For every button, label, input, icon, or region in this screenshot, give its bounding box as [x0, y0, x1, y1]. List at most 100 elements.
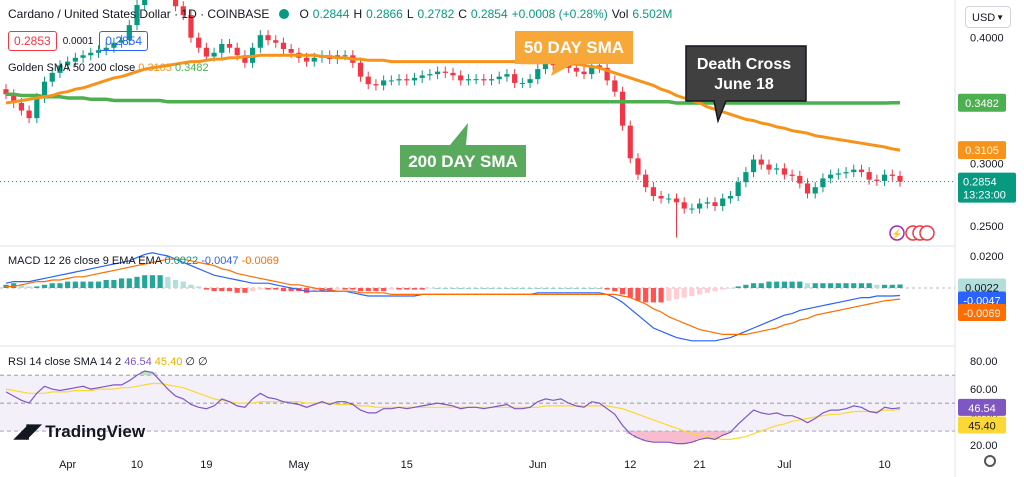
macd-histogram-bar[interactable]: [365, 288, 371, 292]
candle[interactable]: [512, 74, 518, 83]
candle[interactable]: [527, 79, 533, 83]
macd-histogram-bar[interactable]: [758, 283, 764, 288]
macd-histogram-bar[interactable]: [658, 288, 664, 303]
candle[interactable]: [234, 47, 240, 56]
macd-histogram-bar[interactable]: [627, 288, 633, 298]
candle[interactable]: [11, 94, 17, 104]
macd-histogram-bar[interactable]: [828, 283, 834, 288]
macd-histogram-bar[interactable]: [65, 281, 71, 288]
candle[interactable]: [542, 64, 549, 70]
gear-icon[interactable]: [984, 455, 996, 467]
candle[interactable]: [365, 76, 371, 85]
candle[interactable]: [465, 79, 472, 81]
macd-histogram-bar[interactable]: [381, 288, 387, 292]
macd-histogram-bar[interactable]: [681, 288, 687, 298]
candle[interactable]: [743, 172, 749, 183]
candle[interactable]: [504, 74, 510, 77]
macd-histogram-bar[interactable]: [373, 288, 379, 292]
candle[interactable]: [589, 65, 595, 75]
candle[interactable]: [758, 159, 764, 165]
macd-histogram-bar[interactable]: [712, 288, 718, 292]
candle[interactable]: [142, 0, 148, 6]
macd-histogram-bar[interactable]: [774, 281, 780, 288]
candle[interactable]: [874, 179, 880, 181]
macd-histogram-bar[interactable]: [612, 288, 618, 292]
tradingview-logo[interactable]: ◢◤ TradingView: [14, 420, 145, 443]
macd-histogram-bar[interactable]: [473, 288, 479, 289]
macd-histogram-bar[interactable]: [26, 286, 32, 288]
lightning-icon[interactable]: [889, 225, 905, 241]
macd-histogram-bar[interactable]: [897, 284, 903, 288]
macd-histogram-bar[interactable]: [234, 288, 240, 293]
candle[interactable]: [612, 80, 618, 92]
macd-histogram-bar[interactable]: [442, 288, 448, 289]
us-flag-event-icon[interactable]: [919, 225, 935, 241]
macd-signal-line[interactable]: [6, 258, 901, 335]
candle[interactable]: [111, 42, 117, 48]
macd-histogram-bar[interactable]: [434, 288, 441, 289]
macd-histogram-bar[interactable]: [180, 281, 186, 288]
macd-histogram-bar[interactable]: [673, 288, 680, 300]
macd-histogram-bar[interactable]: [257, 288, 263, 290]
candle[interactable]: [619, 91, 626, 126]
candle[interactable]: [41, 81, 48, 98]
macd-histogram-bar[interactable]: [781, 281, 787, 288]
macd-histogram-bar[interactable]: [34, 286, 40, 288]
macd-histogram-bar[interactable]: [119, 278, 125, 288]
macd-histogram-bar[interactable]: [566, 288, 572, 289]
candle[interactable]: [650, 187, 656, 196]
macd-histogram-bar[interactable]: [589, 288, 595, 289]
macd-histogram-bar[interactable]: [720, 288, 726, 290]
rsi-legend[interactable]: RSI 14 close SMA 14 2 46.54 45.40 ∅ ∅: [8, 355, 208, 368]
candle[interactable]: [57, 65, 63, 73]
macd-histogram-bar[interactable]: [288, 288, 294, 292]
candle[interactable]: [496, 76, 502, 80]
candle[interactable]: [342, 55, 348, 57]
candle[interactable]: [119, 40, 125, 43]
candle[interactable]: [750, 159, 757, 173]
macd-histogram-bar[interactable]: [727, 288, 734, 289]
macd-histogram-bar[interactable]: [427, 288, 433, 289]
candle[interactable]: [473, 79, 479, 81]
candle[interactable]: [727, 196, 734, 199]
macd-histogram-bar[interactable]: [149, 275, 156, 288]
macd-histogram-bar[interactable]: [820, 283, 826, 288]
macd-histogram-bar[interactable]: [303, 288, 310, 293]
candle[interactable]: [172, 0, 179, 7]
macd-histogram-bar[interactable]: [419, 288, 425, 290]
candle[interactable]: [126, 25, 132, 41]
candle[interactable]: [211, 52, 217, 57]
candle[interactable]: [188, 15, 194, 38]
candle[interactable]: [434, 71, 441, 75]
candle[interactable]: [396, 79, 402, 81]
macd-histogram-bar[interactable]: [666, 288, 672, 301]
macd-histogram-bar[interactable]: [889, 284, 895, 288]
time-axis[interactable]: Apr 10 19 May 15 Jun 12 21 Jul 10: [59, 459, 891, 471]
rsi-line[interactable]: [5, 370, 901, 445]
macd-histogram-bar[interactable]: [188, 284, 194, 288]
golden-sma-legend[interactable]: Golden SMA 50 200 close 0.3105 0.3482: [8, 62, 209, 74]
macd-histogram-bar[interactable]: [388, 288, 394, 290]
macd-histogram-bar[interactable]: [273, 288, 279, 290]
macd-histogram-bar[interactable]: [619, 288, 626, 295]
macd-histogram-bar[interactable]: [72, 281, 78, 288]
candle[interactable]: [203, 47, 209, 57]
candle[interactable]: [450, 72, 456, 76]
candle[interactable]: [789, 174, 795, 176]
candle[interactable]: [265, 35, 271, 41]
candle[interactable]: [481, 79, 487, 81]
macd-histogram-bar[interactable]: [342, 288, 348, 290]
candle[interactable]: [797, 175, 803, 184]
macd-histogram-bar[interactable]: [49, 283, 55, 288]
candle[interactable]: [373, 84, 379, 86]
candle[interactable]: [535, 69, 541, 80]
candle[interactable]: [673, 198, 680, 203]
macd-histogram-bar[interactable]: [542, 288, 549, 289]
macd-histogram-bar[interactable]: [95, 281, 102, 288]
macd-histogram-bar[interactable]: [450, 288, 456, 289]
macd-histogram-bar[interactable]: [134, 276, 140, 288]
candle[interactable]: [766, 164, 772, 170]
candle[interactable]: [858, 169, 865, 173]
macd-histogram-bar[interactable]: [488, 288, 495, 289]
macd-histogram-bar[interactable]: [558, 288, 564, 289]
